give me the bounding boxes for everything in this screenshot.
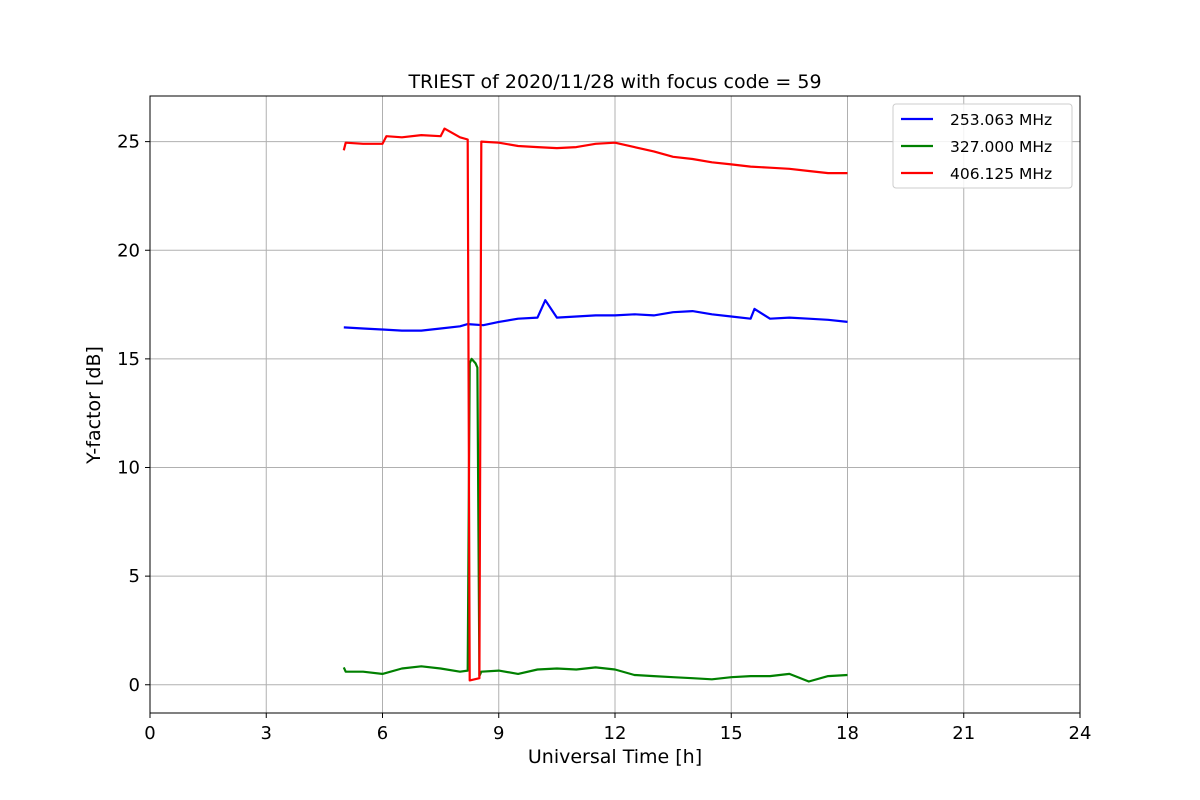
x-tick-label: 18 <box>836 723 859 744</box>
x-tick-label: 21 <box>952 723 975 744</box>
legend-box <box>892 103 1073 189</box>
legend-entry: 253.063 MHz <box>950 111 1052 129</box>
y-tick-label: 20 <box>117 240 140 261</box>
plot-series <box>342 127 848 683</box>
x-tick-label: 6 <box>377 723 388 744</box>
y-axis-label: Y-factor [dB] <box>83 346 105 465</box>
x-axis-label: Universal Time [h] <box>528 746 702 768</box>
x-tick-label: 0 <box>144 723 155 744</box>
x-tick-label: 24 <box>1069 723 1092 744</box>
series-line-3 <box>342 127 848 682</box>
y-tick-label: 5 <box>129 566 140 587</box>
chart-title: TRIEST of 2020/11/28 with focus code = 5… <box>407 71 821 93</box>
axis-ticks: 0 3 6 9 12 15 18 21 24 0 5 10 15 20 25 <box>117 132 1091 744</box>
grid <box>149 96 1081 713</box>
y-tick-label: 0 <box>129 675 140 696</box>
x-tick-label: 3 <box>261 723 272 744</box>
y-tick-label: 10 <box>117 458 140 479</box>
y-tick-label: 25 <box>117 132 140 153</box>
legend-entry: 327.000 MHz <box>950 138 1052 156</box>
y-tick-label: 15 <box>117 349 140 370</box>
x-tick-label: 12 <box>604 723 627 744</box>
series-line-1 <box>343 299 848 332</box>
legend-entry: 406.125 MHz <box>950 165 1052 183</box>
legend: 253.063 MHz 327.000 MHz 406.125 MHz <box>892 103 1073 189</box>
x-tick-label: 9 <box>493 723 504 744</box>
x-tick-label: 15 <box>720 723 743 744</box>
series-line-2 <box>342 357 848 683</box>
